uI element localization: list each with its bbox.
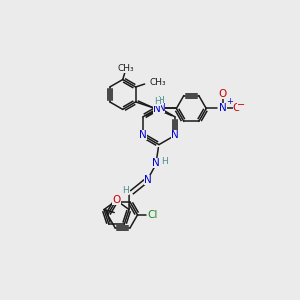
Text: N: N <box>219 103 227 113</box>
Text: H: H <box>122 186 129 195</box>
Text: N: N <box>139 130 147 140</box>
Text: N: N <box>155 103 163 112</box>
Text: H: H <box>154 97 161 106</box>
Text: O: O <box>112 196 121 206</box>
Text: N: N <box>153 104 161 114</box>
Text: +: + <box>226 98 233 106</box>
Text: CH₃: CH₃ <box>149 78 166 87</box>
Text: N: N <box>144 175 152 184</box>
Text: CH₃: CH₃ <box>117 64 134 73</box>
Text: O: O <box>219 89 227 99</box>
Text: H: H <box>158 96 164 105</box>
Text: N: N <box>152 158 160 168</box>
Text: N: N <box>171 130 179 140</box>
Text: Cl: Cl <box>148 210 158 220</box>
Text: H: H <box>161 157 167 166</box>
Text: N: N <box>158 103 165 113</box>
Text: O: O <box>233 103 241 113</box>
Text: −: − <box>237 100 245 110</box>
